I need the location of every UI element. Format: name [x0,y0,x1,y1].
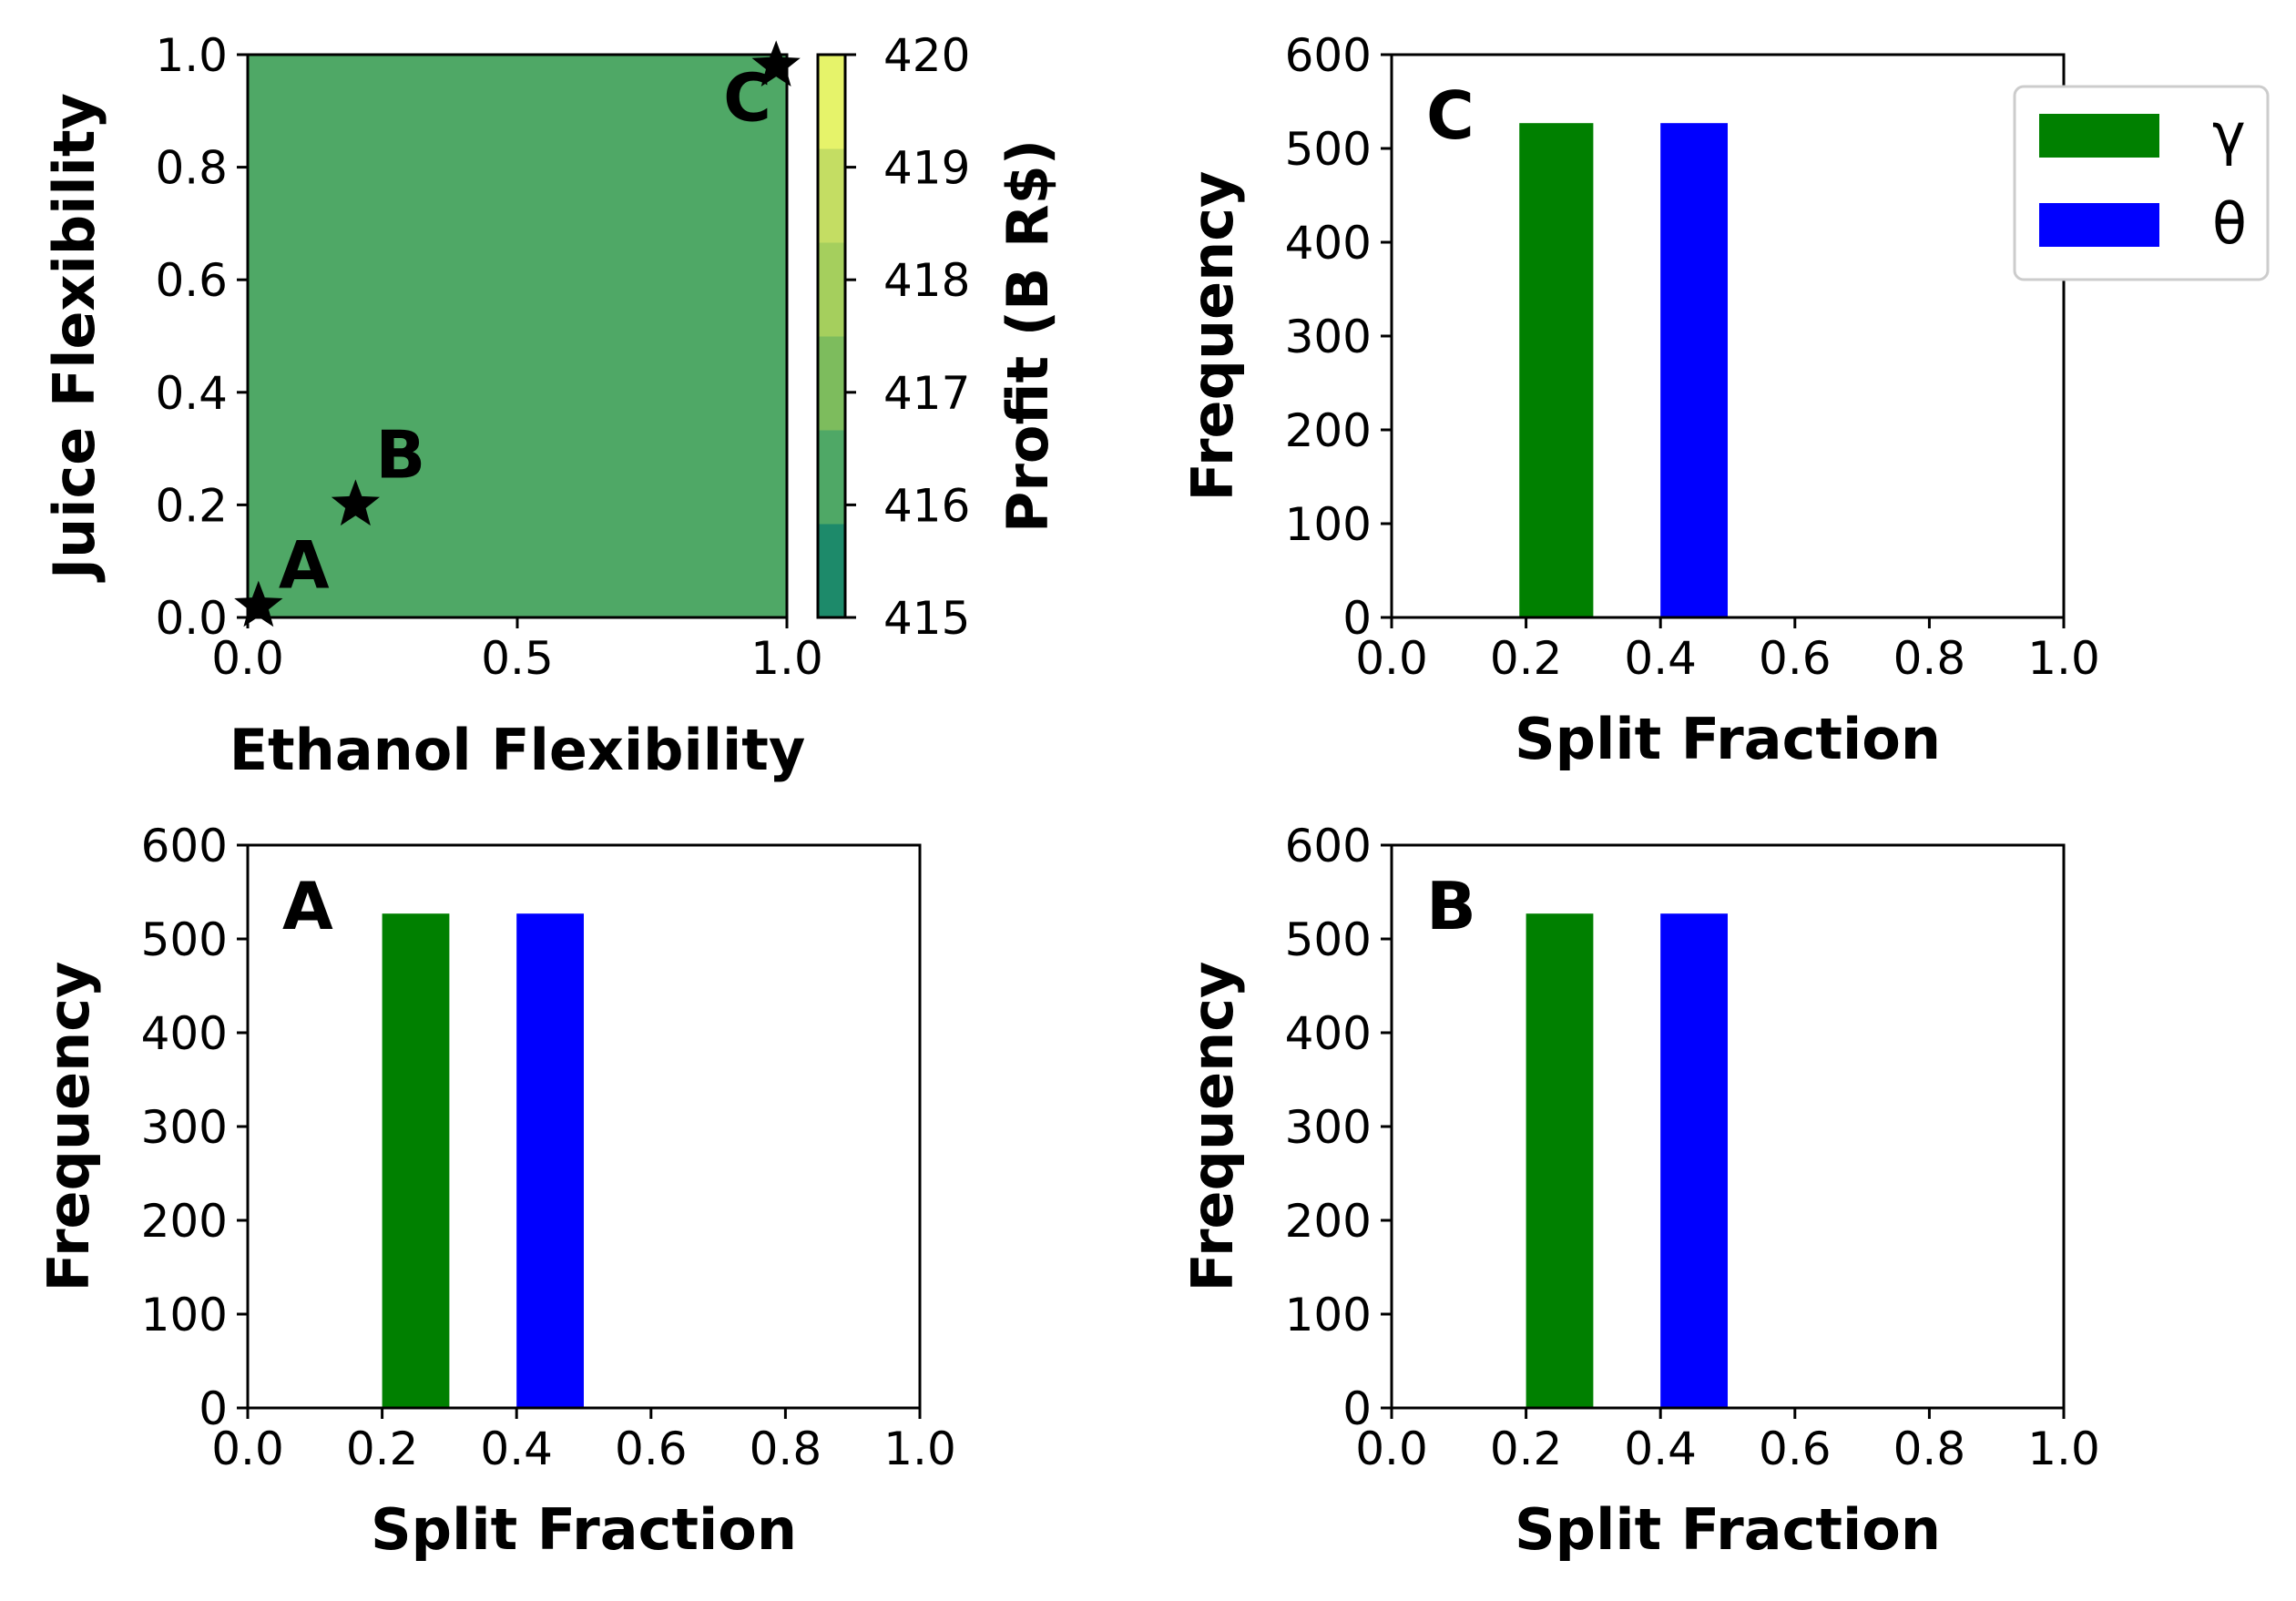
y-tick-label: 0.6 [155,254,228,307]
x-tick-label: 1.0 [2027,1423,2100,1475]
contour-panel: 0.0 0.5 1.0 0.0 0.2 0.4 0.6 0.8 1.0 Ethanol Flexi… [41,29,1061,783]
panel-letter: C [1426,77,1475,154]
x-tick-label: 0.6 [1759,1423,1832,1475]
y-tick-label: 100 [141,1289,228,1341]
y-tick-label: 400 [1285,1007,1372,1060]
legend-label: γ [2212,101,2246,168]
histogram-panel-A: 0.0 0.2 0.4 0.6 0.8 1.0 0 100 200 300 400 500 600 Spl… [36,820,956,1563]
y-tick-label: 0.8 [155,142,228,195]
colorbar-label: Profit (B R$) [995,139,1061,533]
colorbar-frame [816,53,847,619]
y-tick-label: 1.0 [155,29,228,82]
x-tick-label: 0.0 [211,1423,284,1475]
x-tick-label: 1.0 [883,1423,956,1475]
legend-swatch [2039,114,2159,158]
point-marker-star [751,40,801,87]
y-tick-label: 600 [1285,29,1372,82]
x-tick-label: 0.0 [1355,632,1428,685]
y-axis-label: Juice Flexibility [41,93,107,583]
y-tick-label: 600 [141,820,228,872]
colorbar-tick-label: 418 [883,254,970,307]
y-tick-label: 0 [1342,592,1372,645]
colorbar-tick-label: 415 [883,592,970,645]
y-tick-label: 300 [1285,311,1372,363]
y-axis-label: Frequency [36,962,102,1292]
x-tick-label: 0.6 [615,1423,688,1475]
histogram-bar [1519,123,1594,617]
colorbar-segment [818,242,845,337]
y-tick-label: 500 [1285,123,1372,176]
y-tick-label: 600 [1285,820,1372,872]
x-tick-label: 1.0 [2027,632,2100,685]
point-label: B [375,416,425,493]
x-tick-label: 0.6 [1759,632,1832,685]
x-tick-label: 0.8 [750,1423,822,1475]
x-tick-label: 0.8 [1893,1423,1966,1475]
colorbar-segment [818,430,845,525]
y-tick-label: 0.0 [155,592,228,645]
y-tick-label: 200 [1285,404,1372,457]
histogram-panel-B: 0.0 0.2 0.4 0.6 0.8 1.0 0 100 200 300 400 500 600 Spl… [1179,820,2100,1563]
y-tick-label: 200 [1285,1195,1372,1248]
point-label: A [279,527,330,604]
histogram-panel-C: 0.0 0.2 0.4 0.6 0.8 1.0 0 100 200 300 400 500 600 Spl… [1179,29,2270,772]
y-axis-label: Frequency [1179,962,1246,1292]
colorbar-segment [818,55,845,149]
y-tick-label: 500 [141,913,228,966]
point-marker-star [234,580,283,627]
histogram-bar [1660,913,1728,1408]
x-tick-label: 0.0 [1355,1423,1428,1475]
colorbar-tick-label: 416 [883,479,970,532]
x-tick-label: 0.2 [1490,632,1563,685]
x-tick-label: 1.0 [750,632,823,685]
colorbar-segment [818,336,845,431]
histogram-bar [516,913,584,1408]
y-tick-label: 0.4 [155,367,228,420]
y-tick-label: 400 [1285,217,1372,270]
x-tick-label: 0.4 [1624,1423,1697,1475]
y-tick-label: 200 [141,1195,228,1248]
colorbar-tick-label: 420 [883,29,970,82]
x-tick-label: 0.4 [480,1423,553,1475]
legend-label: θ [2212,190,2247,257]
x-tick-label: 0.2 [346,1423,419,1475]
panel-letter: A [282,868,333,944]
y-tick-label: 500 [1285,913,1372,966]
x-axis-label: Split Fraction [1515,1496,1941,1563]
x-tick-label: 0.0 [211,632,284,685]
x-axis-label: Split Fraction [1515,706,1941,772]
y-tick-label: 0 [199,1382,228,1435]
x-tick-label: 0.5 [481,632,554,685]
colorbar-tick-label: 417 [883,367,970,420]
panel-letter: B [1426,868,1476,944]
y-tick-label: 300 [1285,1101,1372,1154]
x-tick-label: 0.8 [1893,632,1966,685]
x-axis-label: Ethanol Flexibility [230,717,806,783]
x-tick-label: 0.2 [1490,1423,1563,1475]
point-label: C [723,59,771,136]
y-tick-label: 0.2 [155,479,228,532]
x-axis-label: Split Fraction [371,1496,797,1563]
y-axis-label: Frequency [1179,171,1246,502]
colorbar-tick-label: 419 [883,142,970,195]
y-tick-label: 100 [1285,1289,1372,1341]
contour-fill [248,55,787,617]
colorbar-segment [818,148,845,243]
x-tick-label: 0.4 [1624,632,1697,685]
y-tick-label: 0 [1342,1382,1372,1435]
y-tick-label: 100 [1285,498,1372,551]
y-tick-label: 300 [141,1101,228,1154]
histogram-bar [1526,913,1594,1408]
point-marker-star [331,479,380,526]
y-tick-label: 400 [141,1007,228,1060]
legend-swatch [2039,203,2159,247]
legend: γθ [2013,85,2270,281]
colorbar-segment [818,524,845,618]
histogram-bar [1660,123,1728,617]
histogram-bar [382,913,450,1408]
